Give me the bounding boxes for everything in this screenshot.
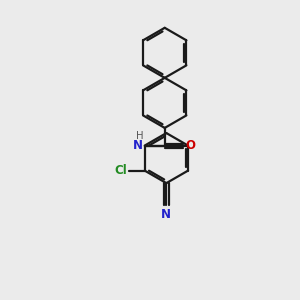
Text: H: H (136, 131, 143, 141)
Text: Cl: Cl (114, 164, 127, 177)
Text: N: N (161, 208, 171, 221)
Text: N: N (133, 139, 143, 152)
Text: O: O (185, 139, 195, 152)
